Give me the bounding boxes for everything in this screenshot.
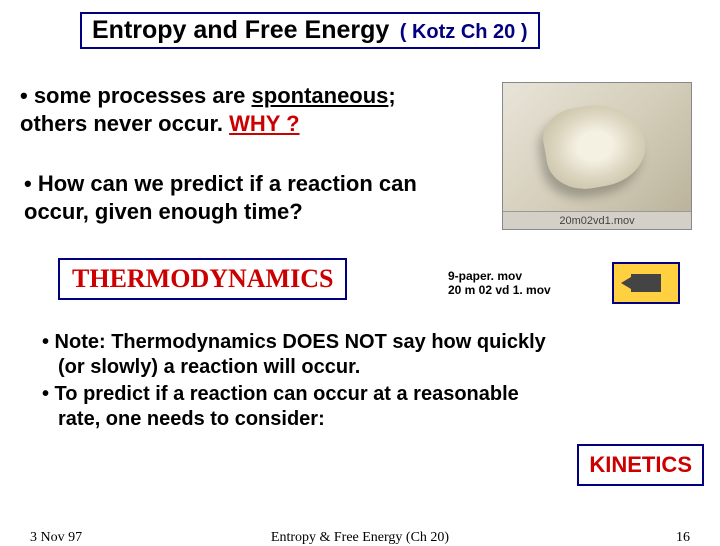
paper-caption: 20m02vd1.mov xyxy=(503,211,691,229)
camera-icon xyxy=(631,274,661,292)
mov-line-2: 20 m 02 vd 1. mov xyxy=(448,284,551,298)
movie-icon-box[interactable] xyxy=(612,262,680,304)
kinetics-box: KINETICS xyxy=(577,444,704,486)
title-box: Entropy and Free Energy ( Kotz Ch 20 ) xyxy=(80,12,540,49)
footer-title: Entropy & Free Energy (Ch 20) xyxy=(0,530,720,546)
mov-filenames: 9-paper. mov 20 m 02 vd 1. mov xyxy=(448,270,551,298)
bullet1-why: WHY ? xyxy=(229,111,299,136)
bullet-predict: • How can we predict if a reaction can o… xyxy=(24,170,434,225)
notes-block: • Note: Thermodynamics DOES NOT say how … xyxy=(42,330,552,434)
mov-line-1: 9-paper. mov xyxy=(448,270,551,284)
bullet1-spontaneous: spontaneous xyxy=(252,83,389,108)
title-main: Entropy and Free Energy xyxy=(92,16,389,44)
title-sub: ( Kotz Ch 20 ) xyxy=(400,21,528,43)
note-1: • Note: Thermodynamics DOES NOT say how … xyxy=(42,330,552,380)
bullet-spontaneous: • some processes are spontaneous; others… xyxy=(20,82,440,137)
footer-page: 16 xyxy=(676,530,690,546)
thermodynamics-box: THERMODYNAMICS xyxy=(58,258,347,300)
paper-crumple-shape xyxy=(539,97,652,195)
crumpled-paper-image: 20m02vd1.mov xyxy=(502,82,692,230)
note-2: • To predict if a reaction can occur at … xyxy=(42,382,552,432)
bullet1-pre: • some processes are xyxy=(20,83,252,108)
